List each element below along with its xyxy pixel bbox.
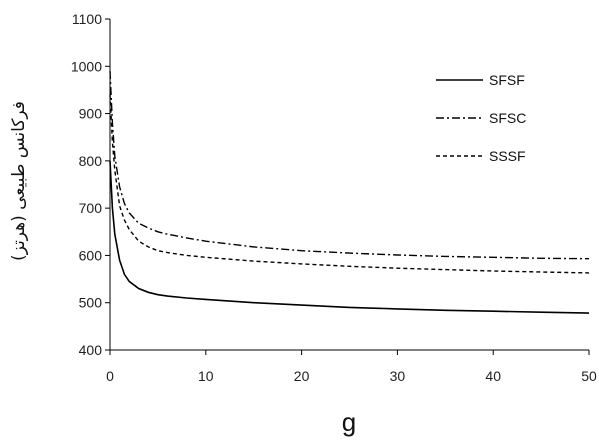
series-line-sfsc [109, 70, 590, 260]
x-tick-label: 50 [581, 368, 597, 384]
x-tick-label: 10 [198, 368, 214, 384]
legend: SFSF SFSC SSSF [436, 72, 526, 164]
y-tick-label: 700 [79, 200, 103, 216]
y-tick-label: 1000 [71, 58, 102, 74]
y-tick-label: 800 [79, 153, 103, 169]
y-tick-label: 400 [79, 342, 103, 358]
series-line-sfsf [109, 160, 590, 314]
y-tick-label: 600 [79, 247, 103, 263]
x-axis-ticks: 0 10 20 30 40 50 [106, 350, 597, 384]
y-tick-label: 500 [79, 295, 103, 311]
y-axis-ticks: 400 500 600 700 800 900 1000 1100 [71, 11, 110, 358]
series-line-sssf [109, 94, 590, 274]
y-tick-label: 1100 [72, 11, 102, 27]
x-tick-label: 0 [106, 368, 114, 384]
x-tick-label: 30 [390, 368, 406, 384]
series-lines [109, 70, 590, 314]
x-tick-label: 20 [294, 368, 310, 384]
x-tick-label: 40 [485, 368, 501, 384]
x-axis-label: g [342, 407, 356, 437]
y-axis-label: فرکانس طبیعی (هرتز) [9, 101, 29, 261]
legend-label-sssf: SSSF [489, 148, 526, 164]
y-tick-label: 900 [79, 106, 103, 122]
axes [109, 19, 589, 351]
legend-label-sfsf: SFSF [489, 72, 525, 88]
legend-label-sfsc: SFSC [489, 110, 526, 126]
